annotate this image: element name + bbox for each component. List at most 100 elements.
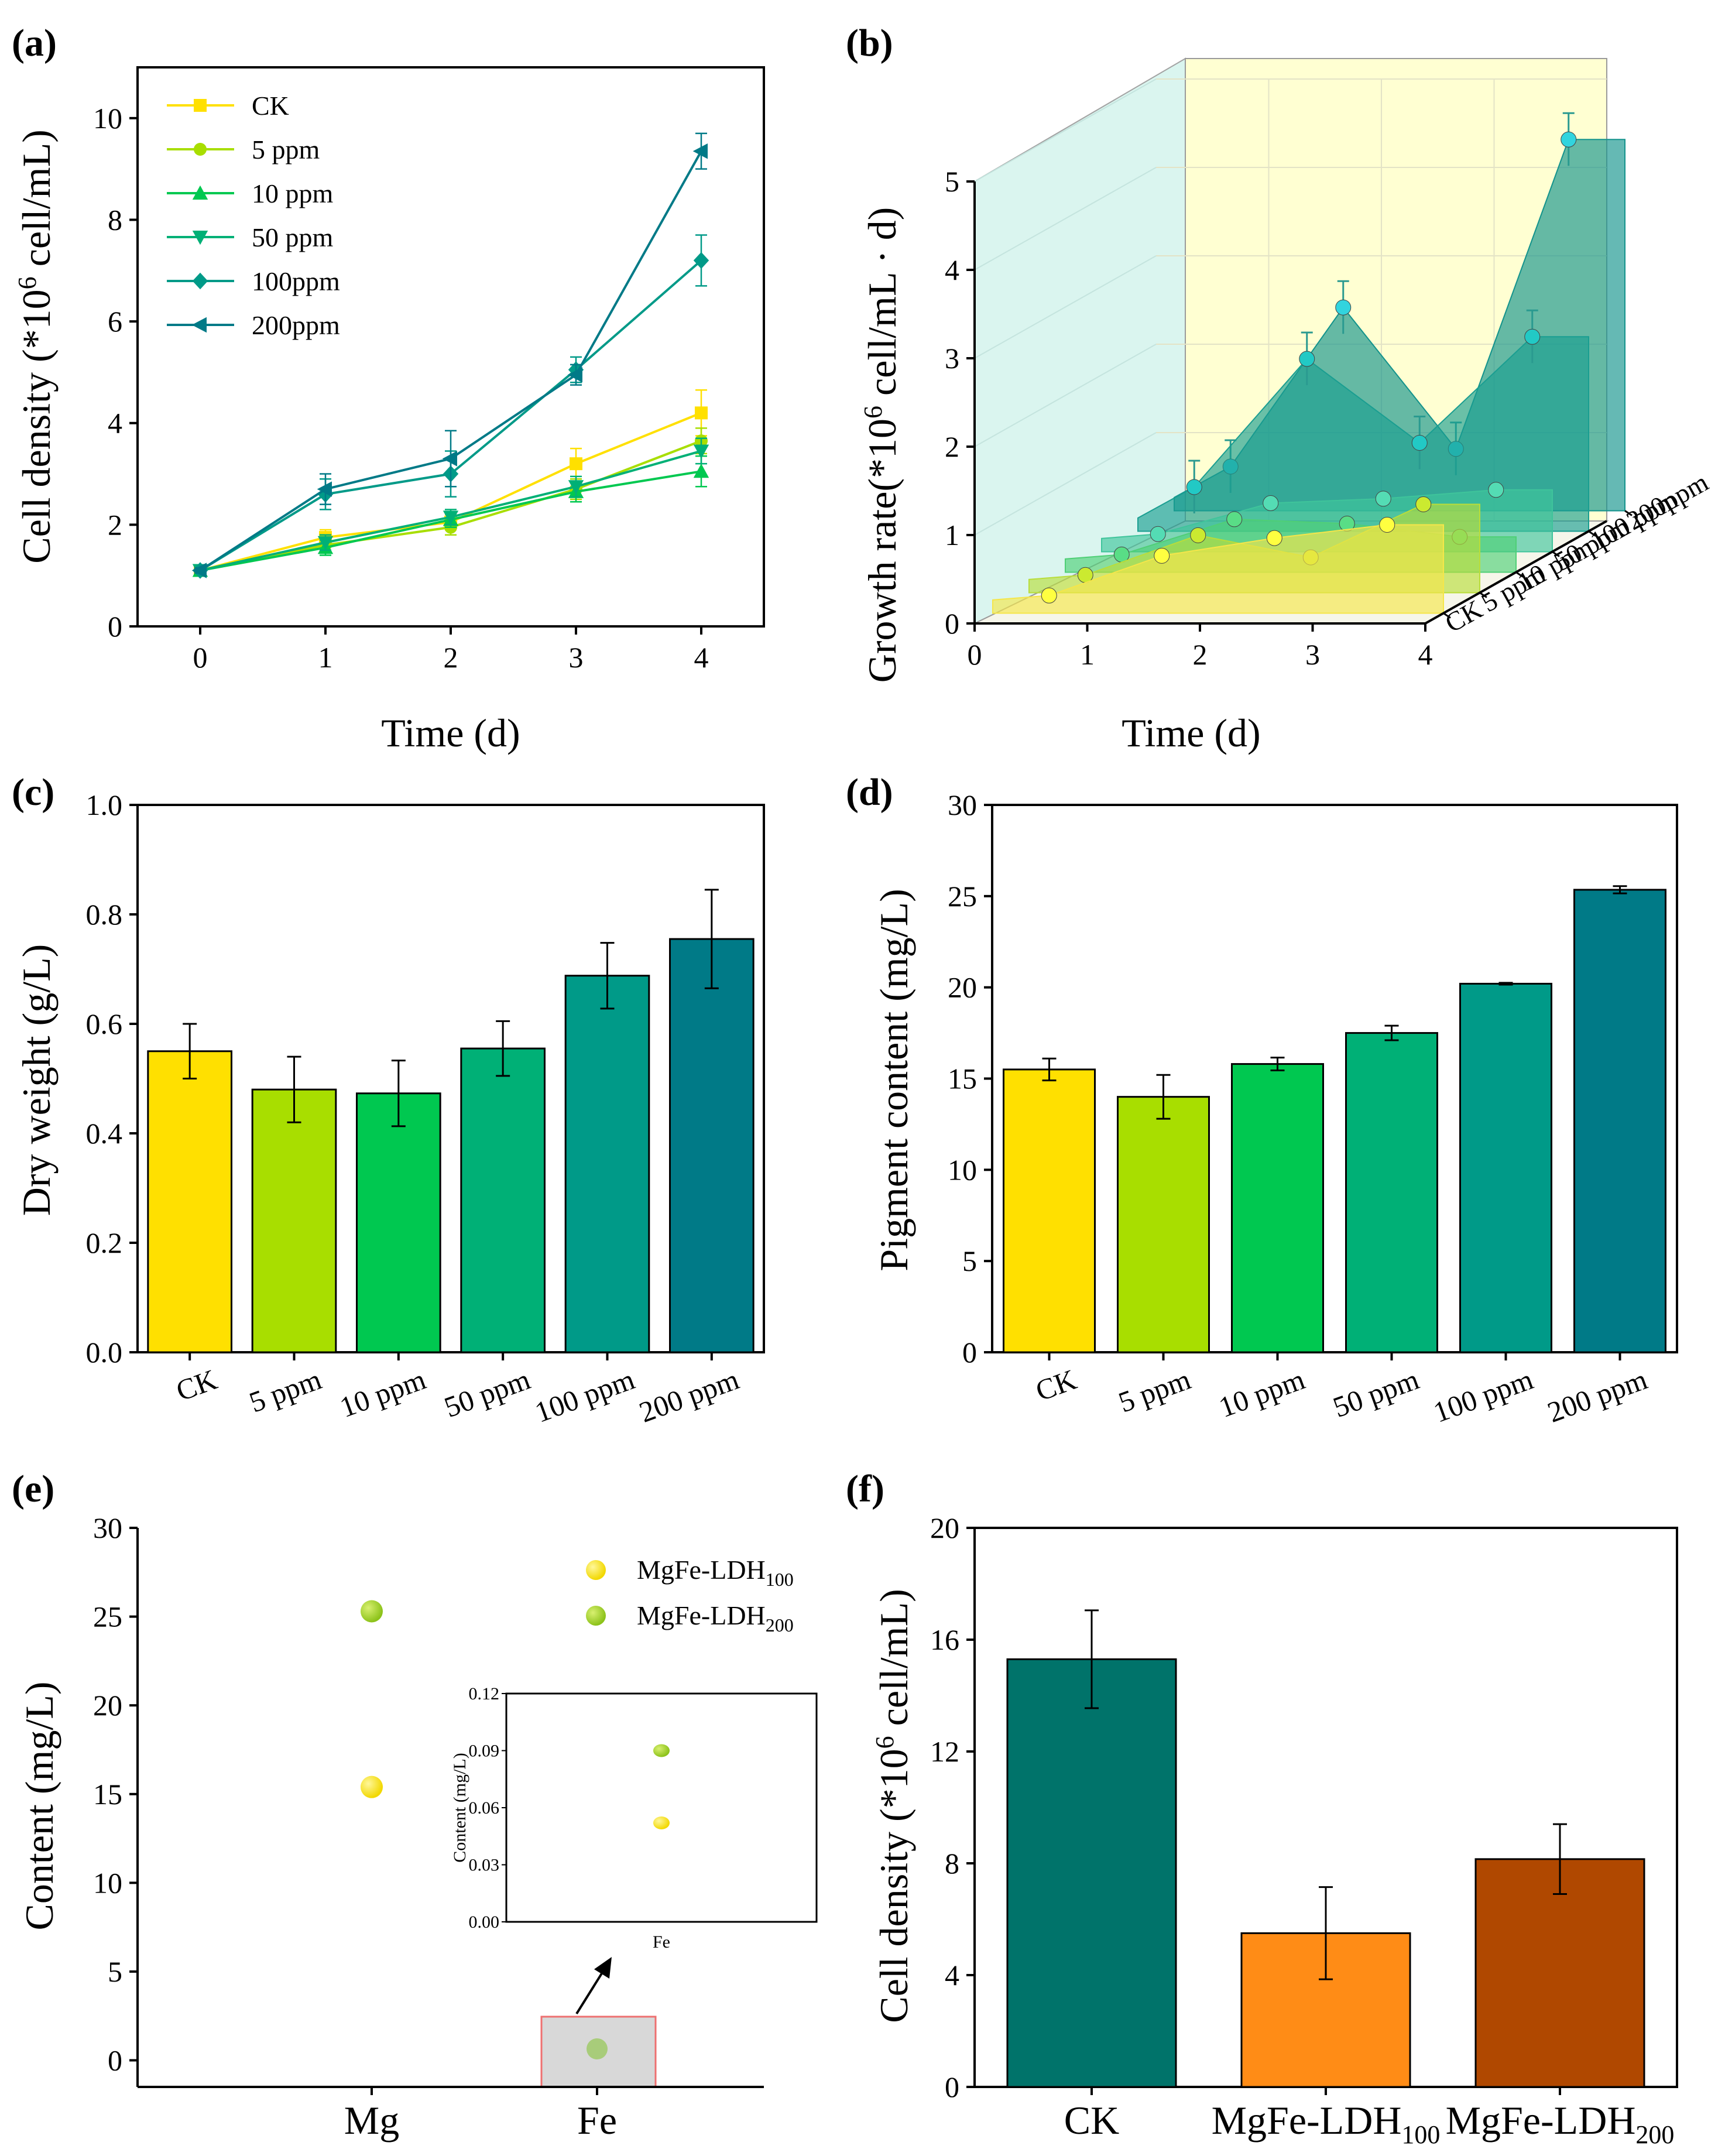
panel-d-bar (1459, 982, 1552, 1353)
panel-e-inset-ytick-label: 0.03 (469, 1856, 500, 1875)
panel-b-ytick-label: 4 (945, 253, 959, 286)
panel-b-point (1335, 299, 1352, 316)
panel-a-label: (a) (12, 22, 57, 64)
panel-f-ytick-label: 20 (930, 1511, 959, 1544)
panel-e-point-mg (361, 1775, 383, 1798)
panel-b-point (1375, 491, 1391, 507)
panel-b-grid-line (974, 344, 1157, 447)
panel-e-inset-ytick-label: 0.00 (469, 1912, 500, 1932)
panel-b-depth-label: 200ppm (1621, 467, 1713, 536)
panel-e: (e) 0 5 10 15 20 25 30 Mg Fe MgFe-LDH100 MgFe-LDH2… (12, 1468, 818, 2143)
panel-a-marker (692, 143, 708, 159)
panel-b-xtick-label: 1 (1080, 638, 1095, 671)
panel-a-ytick-label: 10 (93, 102, 122, 135)
panel-b-point (1186, 479, 1202, 495)
panel-b-grid-line (974, 78, 1157, 182)
panel-e-inset-frame (505, 1692, 818, 1923)
panel-b-ytick-label: 1 (945, 519, 959, 551)
panel-e-legend-marker (586, 1606, 606, 1626)
panel-f-ytick-label: 8 (945, 1847, 959, 1880)
panel-a-series-line (199, 150, 702, 572)
panel-a-ytick-label: 8 (108, 203, 122, 236)
panel-a-frame (136, 66, 765, 628)
panel-d-bar (1117, 1096, 1210, 1353)
panel-c-ytick-label: 0.8 (86, 898, 123, 931)
panel-e-ylabel: Content (mg/L) (17, 1682, 61, 1931)
panel-e-ytick-label: 10 (93, 1866, 122, 1899)
panel-d-bar (1231, 1063, 1324, 1353)
panel-b-point (1041, 587, 1057, 604)
panel-b-depth-tick (1515, 571, 1524, 578)
panel-b-grid-line (974, 432, 1157, 536)
panel-a-legend-label: 5 ppm (252, 135, 320, 164)
panel-c-label: (c) (12, 771, 54, 814)
panel-d-bar (1345, 1032, 1438, 1353)
panel-a-xtick-label: 4 (694, 641, 709, 674)
panel-d: (d) 0 5 10 15 20 25 30 CK 5 ppm 10 ppm 50 ppm 100 p… (846, 771, 1678, 1429)
panel-d-xtick-label: 200 ppm (1543, 1363, 1651, 1429)
panel-e-xtick-label: Mg (344, 2098, 399, 2143)
panel-d-xtick-label: 100 ppm (1429, 1363, 1537, 1429)
panel-e-ytick-label: 25 (93, 1600, 122, 1633)
panel-a-marker (570, 457, 582, 471)
panel-b-xtick-label: 3 (1305, 638, 1320, 671)
panel-f-xtick-label: MgFe-LDH200 (1446, 2098, 1675, 2149)
panel-e-legend-marker (586, 1560, 606, 1580)
panel-e-point-fe (587, 2038, 608, 2059)
panel-b-ytick-label: 0 (945, 607, 959, 640)
panel-f-xtick-label: CK (1064, 2098, 1119, 2143)
panel-d-bar (1003, 1068, 1096, 1353)
panel-a-marker (568, 480, 584, 495)
panel-a-ytick-label: 0 (108, 610, 122, 643)
panel-a-marker (693, 444, 709, 459)
panel-b-ytick-label: 3 (945, 342, 959, 375)
panel-a-xtick-label: 3 (569, 641, 584, 674)
panel-a-ytick-label: 2 (108, 508, 122, 541)
panel-c-bar (251, 1088, 337, 1353)
panel-b-xtick-label: 0 (968, 638, 982, 671)
panel-a-series-5 (191, 132, 708, 578)
panel-a-legend-label: 50 ppm (252, 222, 334, 252)
panel-e-legend-label: MgFe-LDH100 (637, 1555, 794, 1590)
panel-a-marker (693, 464, 709, 478)
panel-a-marker (192, 272, 208, 290)
panel-b-ytick-label: 5 (945, 165, 959, 198)
panel-a-marker (191, 317, 207, 333)
panel-f: (f) 0 4 8 12 16 20 CK MgFe-LDH100 MgFe-LDH200 Ce… (846, 1468, 1678, 2149)
panel-b-grid-line (974, 255, 1157, 359)
panel-d-ytick-label: 5 (962, 1245, 977, 1277)
panel-d-xtick-label: 5 ppm (1114, 1363, 1195, 1419)
panel-f-ytick-label: 0 (945, 2071, 959, 2103)
panel-e-ytick-label: 0 (108, 2044, 122, 2077)
panel-c-bar (356, 1092, 441, 1353)
panel-b-point (1488, 482, 1504, 498)
panel-e-label: (e) (12, 1468, 54, 1510)
panel-a-marker (317, 536, 334, 550)
panel-a-xtick-label: 1 (318, 641, 333, 674)
panel-a-xlabel: Time (d) (381, 711, 520, 755)
panel-b-point (1379, 517, 1395, 533)
panel-b-point (1190, 527, 1206, 543)
panel-e-xtick-label: Fe (577, 2098, 617, 2143)
panel-b-point (1266, 530, 1282, 546)
panel-c-xtick-label: 10 ppm (335, 1363, 430, 1424)
panel-d-ytick-label: 25 (948, 880, 977, 913)
panel-b-depth-tick (1588, 530, 1596, 537)
panel-b-layer-4 (1137, 309, 1589, 532)
panel-b-point (1561, 131, 1577, 148)
panel-d-ytick-label: 10 (948, 1153, 977, 1186)
panel-b-point (1299, 351, 1315, 367)
panel-a-marker (317, 481, 332, 497)
panel-a-marker (192, 231, 208, 245)
panel-e-inset-point (653, 1744, 670, 1757)
panel-b-depth-tick (1479, 592, 1487, 598)
panel-c-ytick-label: 0.4 (86, 1117, 123, 1150)
panel-b-xtick-label: 2 (1193, 638, 1208, 671)
panel-c-xtick-label: 5 ppm (245, 1363, 325, 1419)
panel-b-ylabel: Growth rate(*106 cell/mL · d) (859, 207, 904, 683)
panel-b-point (1415, 496, 1432, 512)
panel-e-inset-point (653, 1816, 670, 1829)
panel-d-ytick-label: 0 (962, 1336, 977, 1369)
